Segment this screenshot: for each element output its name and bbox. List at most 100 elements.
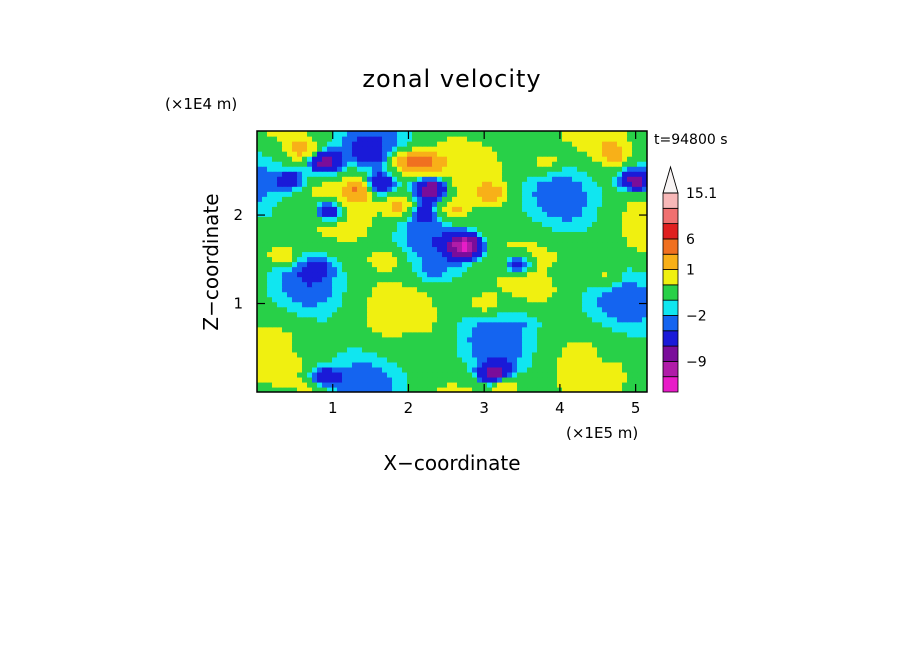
field-cell bbox=[457, 171, 463, 177]
field-cell bbox=[447, 286, 453, 293]
field-cell bbox=[552, 311, 558, 318]
field-cell bbox=[312, 316, 318, 323]
field-cell bbox=[342, 206, 348, 212]
field-cell bbox=[497, 296, 503, 303]
field-cell bbox=[387, 156, 393, 162]
field-cell bbox=[427, 346, 433, 353]
field-cell bbox=[392, 331, 398, 338]
field-cell bbox=[282, 241, 288, 248]
field-cell bbox=[287, 366, 293, 373]
field-cell bbox=[512, 376, 518, 383]
field-cell bbox=[402, 266, 408, 273]
field-cell bbox=[547, 246, 553, 253]
field-cell bbox=[362, 216, 368, 222]
field-cell bbox=[422, 291, 428, 298]
field-cell bbox=[292, 271, 298, 278]
field-cell bbox=[512, 176, 518, 182]
field-cell bbox=[547, 166, 553, 172]
field-cell bbox=[292, 301, 298, 308]
field-cell bbox=[452, 371, 458, 378]
field-cell bbox=[432, 296, 438, 303]
field-cell bbox=[417, 256, 423, 263]
field-cell bbox=[507, 171, 513, 177]
field-cell bbox=[437, 186, 443, 192]
field-cell bbox=[372, 206, 378, 212]
field-cell bbox=[512, 381, 518, 388]
colorbar-extend-arrow bbox=[662, 165, 679, 194]
field-cell bbox=[497, 181, 503, 187]
field-cell bbox=[407, 321, 413, 328]
field-cell bbox=[502, 296, 508, 303]
field-cell bbox=[637, 151, 643, 157]
field-cell bbox=[357, 301, 363, 308]
field-cell bbox=[407, 136, 413, 142]
field-cell bbox=[577, 236, 583, 243]
field-cell bbox=[397, 246, 403, 253]
field-cell bbox=[462, 171, 468, 177]
field-cell bbox=[472, 171, 478, 177]
field-cell bbox=[517, 386, 523, 392]
field-cell bbox=[362, 301, 368, 308]
field-cell bbox=[607, 201, 613, 207]
field-cell bbox=[542, 151, 548, 157]
field-cell bbox=[602, 171, 608, 177]
field-cell bbox=[397, 286, 403, 293]
field-cell bbox=[437, 156, 443, 162]
field-cell bbox=[537, 311, 543, 318]
field-cell bbox=[277, 281, 283, 288]
field-cell bbox=[357, 146, 363, 152]
field-cell bbox=[547, 331, 553, 338]
field-cell bbox=[532, 186, 538, 192]
field-cell bbox=[627, 141, 633, 147]
field-cell bbox=[622, 236, 628, 243]
field-cell bbox=[467, 336, 473, 343]
field-cell bbox=[257, 261, 263, 268]
field-cell bbox=[257, 186, 263, 192]
field-cell bbox=[492, 221, 498, 227]
field-cell bbox=[452, 306, 458, 313]
field-cell bbox=[417, 321, 423, 328]
field-cell bbox=[497, 376, 503, 383]
field-cell bbox=[327, 296, 333, 303]
field-cell bbox=[387, 136, 393, 142]
field-cell bbox=[577, 206, 583, 212]
field-cell bbox=[292, 336, 298, 343]
field-cell bbox=[472, 256, 478, 263]
field-cell bbox=[382, 156, 388, 162]
field-cell bbox=[272, 151, 278, 157]
field-cell bbox=[357, 281, 363, 288]
field-cell bbox=[537, 266, 543, 273]
field-cell bbox=[292, 236, 298, 243]
field-cell bbox=[442, 371, 448, 378]
field-cell bbox=[297, 236, 303, 243]
field-cell bbox=[632, 206, 638, 212]
field-cell bbox=[282, 336, 288, 343]
field-cell bbox=[397, 326, 403, 333]
field-cell bbox=[407, 226, 413, 232]
field-cell bbox=[272, 376, 278, 383]
field-cell bbox=[557, 246, 563, 253]
field-cell bbox=[597, 211, 603, 217]
field-cell bbox=[337, 331, 343, 338]
field-cell bbox=[357, 151, 363, 157]
field-cell bbox=[527, 201, 533, 207]
field-cell bbox=[422, 346, 428, 353]
field-cell bbox=[562, 186, 568, 192]
field-cell bbox=[562, 316, 568, 323]
field-cell bbox=[327, 356, 333, 363]
field-cell bbox=[307, 156, 313, 162]
field-cell bbox=[452, 181, 458, 187]
field-cell bbox=[512, 206, 518, 212]
field-cell bbox=[452, 171, 458, 177]
field-cell bbox=[572, 381, 578, 388]
field-cell bbox=[372, 301, 378, 308]
field-cell bbox=[422, 326, 428, 333]
field-cell bbox=[382, 311, 388, 318]
field-cell bbox=[557, 156, 563, 162]
field-cell bbox=[382, 331, 388, 338]
field-cell bbox=[362, 266, 368, 273]
field-cell bbox=[442, 366, 448, 373]
field-cell bbox=[517, 346, 523, 353]
field-cell bbox=[382, 321, 388, 328]
field-cell bbox=[552, 276, 558, 283]
